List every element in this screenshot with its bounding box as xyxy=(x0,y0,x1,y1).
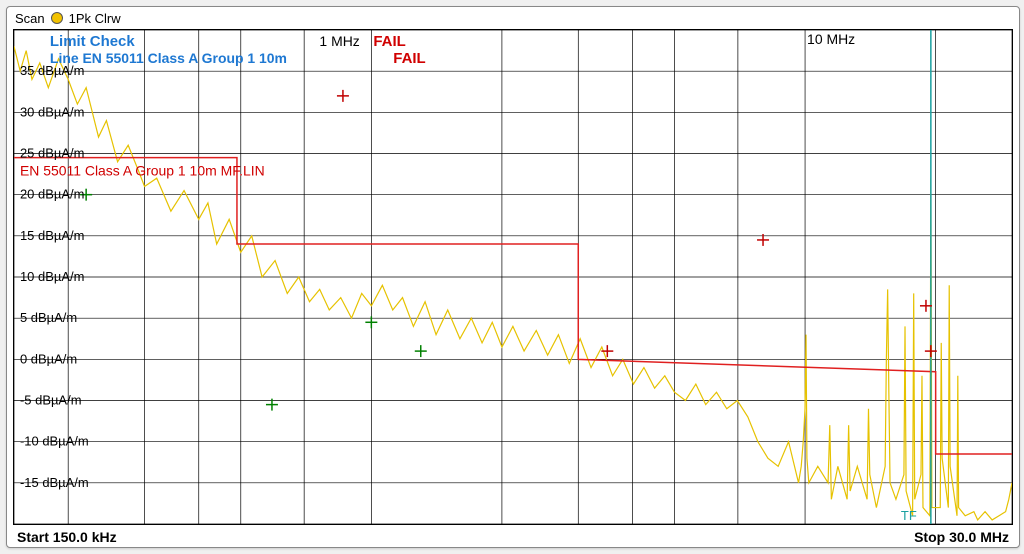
svg-text:FAIL: FAIL xyxy=(373,33,405,50)
trace-mode-label: 1Pk Clrw xyxy=(69,11,121,26)
svg-text:10 MHz: 10 MHz xyxy=(807,31,855,47)
svg-text:10 dBµA/m: 10 dBµA/m xyxy=(20,269,84,284)
svg-text:1 MHz: 1 MHz xyxy=(319,33,359,49)
trace-color-dot xyxy=(51,12,63,24)
svg-text:EN 55011 Class A Group 1 10m M: EN 55011 Class A Group 1 10m MF.LIN xyxy=(20,163,265,179)
svg-text:30 dBµA/m: 30 dBµA/m xyxy=(20,104,84,119)
plot-svg: 35 dBµA/m30 dBµA/m25 dBµA/m20 dBµA/m15 d… xyxy=(14,30,1012,524)
start-freq-label: Start 150.0 kHz xyxy=(17,529,117,545)
svg-text:Limit Check: Limit Check xyxy=(50,33,135,50)
svg-text:-15 dBµA/m: -15 dBµA/m xyxy=(20,475,89,490)
top-bar: Scan 1Pk Clrw xyxy=(7,7,1019,28)
spectrum-analyzer-window: Scan 1Pk Clrw 35 dBµA/m30 dBµA/m25 dBµA/… xyxy=(6,6,1020,548)
bottom-bar: Start 150.0 kHz Stop 30.0 MHz xyxy=(13,527,1013,547)
svg-text:-5 dBµA/m: -5 dBµA/m xyxy=(20,392,82,407)
plot-area[interactable]: 35 dBµA/m30 dBµA/m25 dBµA/m20 dBµA/m15 d… xyxy=(13,29,1013,525)
svg-text:0 dBµA/m: 0 dBµA/m xyxy=(20,351,77,366)
svg-text:20 dBµA/m: 20 dBµA/m xyxy=(20,187,84,202)
svg-text:15 dBµA/m: 15 dBµA/m xyxy=(20,228,84,243)
svg-text:FAIL: FAIL xyxy=(393,50,425,67)
svg-text:5 dBµA/m: 5 dBµA/m xyxy=(20,310,77,325)
scan-label: Scan xyxy=(15,11,45,26)
svg-text:TF: TF xyxy=(901,508,917,523)
svg-text:-10 dBµA/m: -10 dBµA/m xyxy=(20,434,89,449)
svg-text:25 dBµA/m: 25 dBµA/m xyxy=(20,145,84,160)
stop-freq-label: Stop 30.0 MHz xyxy=(914,529,1009,545)
svg-text:Line EN 55011 Class A Group 1: Line EN 55011 Class A Group 1 10m xyxy=(50,50,287,66)
